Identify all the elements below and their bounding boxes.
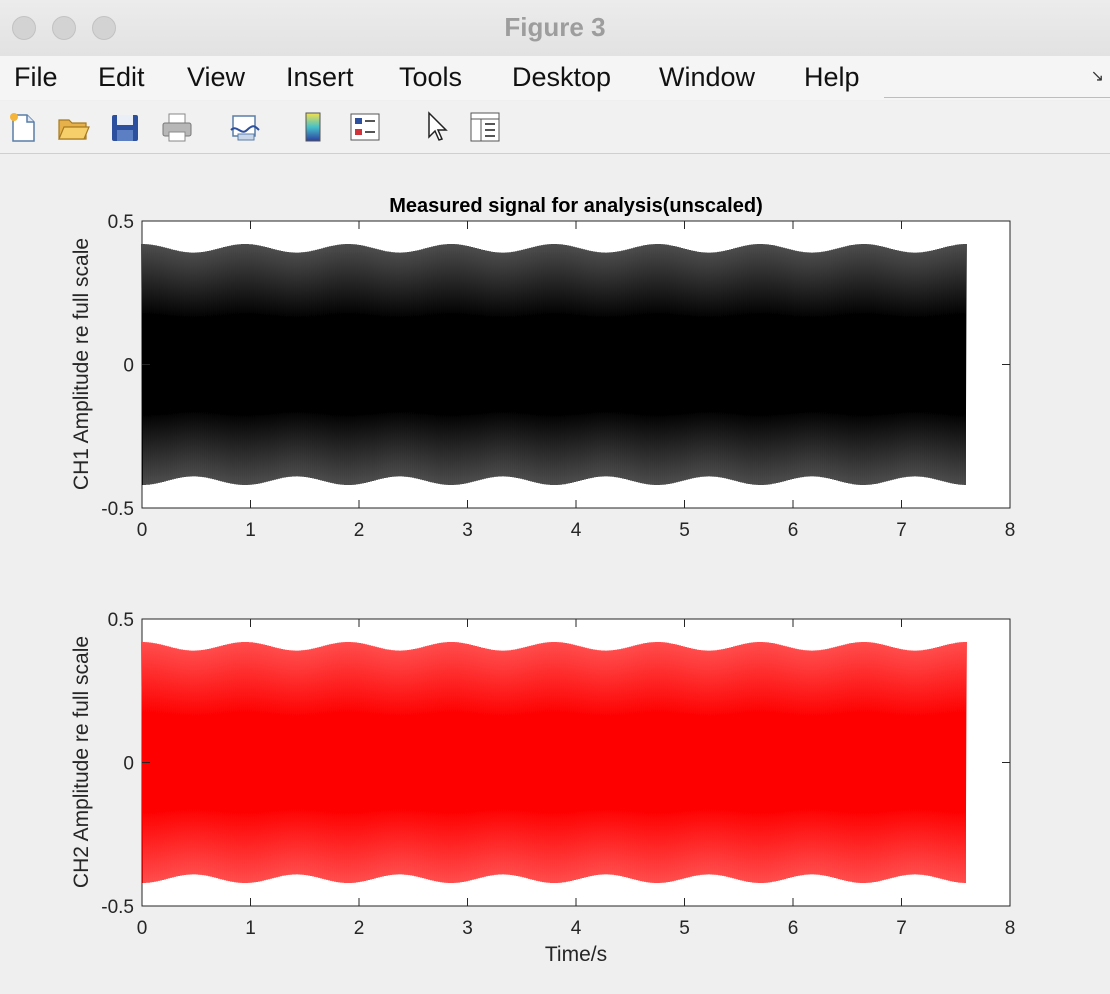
ch1-xtick-label: 2	[354, 520, 365, 541]
ch1-xtick-label: 8	[1005, 520, 1016, 541]
ch1-signal-line	[141, 243, 967, 486]
menu-file[interactable]: File	[14, 62, 58, 92]
ch2-ytick-label: 0	[123, 754, 134, 775]
ch2-xlabel: Time/s	[545, 943, 607, 966]
menu-edit[interactable]: Edit	[98, 62, 145, 92]
minimize-window-button[interactable]	[52, 16, 76, 40]
zoom-window-button[interactable]	[92, 16, 116, 40]
ch2-xtick-label: 4	[571, 918, 582, 939]
open-file-icon[interactable]	[56, 110, 90, 144]
ch2-xtick-label: 5	[679, 918, 690, 939]
save-icon[interactable]	[108, 110, 142, 144]
ch2-xtick-label: 8	[1005, 918, 1016, 939]
ch2-xtick-label: 2	[354, 918, 365, 939]
ch2-ytick-label: -0.5	[101, 897, 134, 918]
menu-divider	[884, 97, 1110, 98]
ch1-xtick-label: 0	[137, 520, 148, 541]
ch1-xtick-label: 6	[788, 520, 799, 541]
close-window-button[interactable]	[12, 16, 36, 40]
ch1-ytick-label: 0	[123, 356, 134, 377]
menu-insert[interactable]: Insert	[286, 62, 354, 92]
ch2-xtick-label: 3	[462, 918, 473, 939]
ch1-xtick-label: 7	[896, 520, 907, 541]
window-title: Figure 3	[504, 12, 606, 42]
menu-window[interactable]: Window	[659, 62, 756, 92]
ch2-ylabel: CH2 Amplitude re full scale	[70, 636, 93, 888]
ch2-xtick-label: 6	[788, 918, 799, 939]
ch2-xtick-label: 0	[137, 918, 148, 939]
menu-bar	[0, 56, 1110, 100]
print-icon[interactable]	[160, 110, 194, 144]
menu-view[interactable]: View	[187, 62, 246, 92]
legend-icon[interactable]	[348, 110, 382, 144]
ch2-signal-line	[141, 641, 967, 884]
ch2-xtick-label: 1	[245, 918, 256, 939]
menu-tools[interactable]: Tools	[399, 62, 463, 92]
dock-arrow-icon[interactable]: ↘	[1090, 68, 1104, 85]
link-plot-icon[interactable]	[228, 110, 262, 144]
title-bar: Figure 3	[0, 0, 1110, 57]
ch2-xtick-label: 7	[896, 918, 907, 939]
ch1-xtick-label: 4	[571, 520, 582, 541]
menu-desktop[interactable]: Desktop	[512, 62, 612, 92]
ch2-ytick-label: 0.5	[108, 610, 134, 631]
new-figure-icon[interactable]	[6, 110, 40, 144]
ch1-xtick-label: 5	[679, 520, 690, 541]
ch1-ytick-label: -0.5	[101, 499, 134, 520]
ch1-xtick-label: 3	[462, 520, 473, 541]
ch1-ylabel: CH1 Amplitude re full scale	[70, 238, 93, 490]
chart-title: Measured signal for analysis(unscaled)	[389, 195, 762, 217]
pointer-icon[interactable]	[420, 110, 454, 144]
menu-help[interactable]: Help	[804, 62, 860, 92]
property-inspector-icon[interactable]	[468, 110, 502, 144]
colorbar-icon[interactable]	[296, 110, 330, 144]
ch1-ytick-label: 0.5	[108, 212, 134, 233]
ch1-xtick-label: 1	[245, 520, 256, 541]
